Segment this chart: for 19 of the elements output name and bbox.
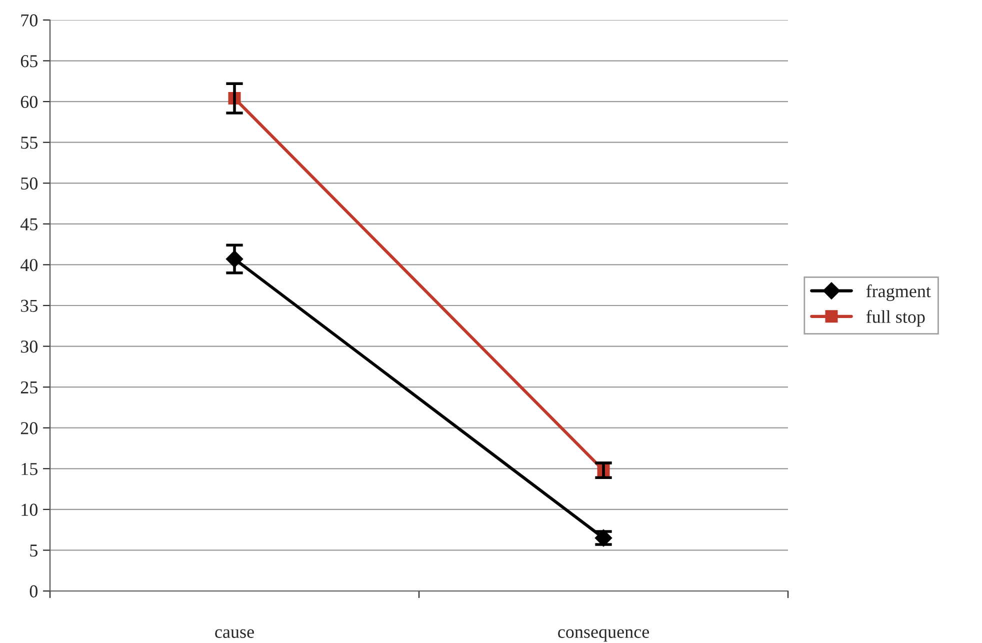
legend-label: full stop — [866, 310, 925, 327]
y-tick-label: 25 — [20, 381, 38, 394]
y-tick-label: 50 — [21, 177, 38, 190]
y-tick-label: 10 — [22, 504, 38, 516]
y-tick-label: 30 — [21, 340, 38, 353]
y-tick-label: 65 — [20, 55, 38, 68]
y-tick-label: 40 — [20, 258, 38, 272]
y-tick-label: 55 — [21, 136, 38, 149]
y-tick-label: 5 — [30, 544, 38, 557]
y-tick-label: 20 — [20, 422, 38, 434]
y-tick-label: 0 — [30, 585, 38, 598]
x-tick-label: consequence — [558, 629, 649, 642]
y-tick-label: 45 — [20, 218, 38, 230]
y-tick-label: 35 — [21, 300, 38, 312]
y-tick-label: 15 — [22, 462, 38, 476]
y-tick-label: 70 — [21, 14, 38, 26]
x-tick-label: cause — [215, 629, 254, 638]
legend-label: fragment — [866, 284, 931, 302]
y-tick-label: 60 — [20, 96, 38, 108]
